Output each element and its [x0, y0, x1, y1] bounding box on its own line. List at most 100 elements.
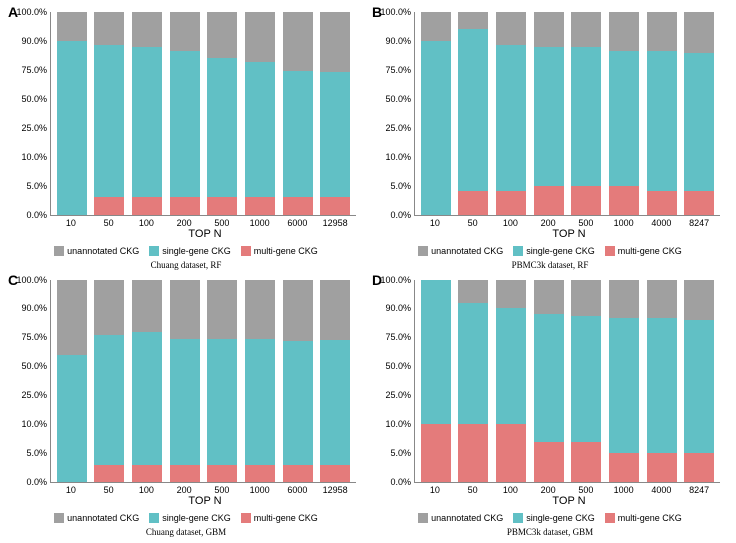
legend-item: unannotated CKG: [418, 513, 503, 523]
seg-single: [94, 335, 124, 464]
seg-unannotated: [647, 280, 677, 319]
seg-unannotated: [132, 280, 162, 332]
ytick-label: 90.0%: [21, 36, 47, 46]
legend-swatch: [241, 513, 251, 523]
bar: [496, 12, 526, 215]
bar: [132, 280, 162, 483]
legend-swatch: [241, 246, 251, 256]
seg-single: [609, 318, 639, 453]
legend-item: single-gene CKG: [513, 246, 595, 256]
seg-unannotated: [94, 12, 124, 45]
legend-swatch: [418, 246, 428, 256]
ytick-label: 90.0%: [385, 36, 411, 46]
seg-single: [571, 316, 601, 441]
seg-single: [207, 58, 237, 197]
xtick-label: 100: [128, 485, 164, 495]
xtick-label: 200: [530, 218, 566, 228]
seg-single: [496, 45, 526, 192]
legend-item: multi-gene CKG: [241, 513, 318, 523]
seg-single: [609, 51, 639, 186]
seg-single: [170, 339, 200, 465]
ytick-label: 100.0%: [380, 275, 411, 285]
seg-multi: [684, 453, 714, 482]
bar: [609, 280, 639, 483]
xtick-label: 4000: [643, 485, 679, 495]
legend-item: multi-gene CKG: [241, 246, 318, 256]
figure: A0.0%5.0%10.0%25.0%50.0%75.0%90.0%100.0%…: [0, 0, 736, 543]
seg-unannotated: [207, 12, 237, 58]
bar: [684, 12, 714, 215]
seg-unannotated: [320, 280, 350, 340]
legend-swatch: [54, 246, 64, 256]
ytick-label: 0.0%: [26, 210, 47, 220]
panel-caption: PBMC3k dataset, GBM: [376, 527, 724, 537]
bar: [245, 280, 275, 483]
xtick-label: 50: [91, 218, 127, 228]
ytick-label: 5.0%: [390, 181, 411, 191]
ytick-label: 75.0%: [21, 332, 47, 342]
bar: [534, 12, 564, 215]
y-axis: 0.0%5.0%10.0%25.0%50.0%75.0%90.0%100.0%: [13, 280, 49, 483]
seg-single: [245, 62, 275, 197]
x-tick-labels: 10501002005001000600012958: [50, 218, 356, 228]
bar: [496, 280, 526, 483]
seg-single: [534, 47, 564, 186]
xtick-label: 10: [417, 485, 453, 495]
panel-caption: Chuang dataset, GBM: [12, 527, 360, 537]
legend-item: single-gene CKG: [513, 513, 595, 523]
ytick-label: 10.0%: [21, 419, 47, 429]
panel-caption: Chuang dataset, RF: [12, 260, 360, 270]
bars-container: [51, 12, 356, 215]
legend-label: multi-gene CKG: [618, 513, 682, 523]
ytick-label: 75.0%: [385, 332, 411, 342]
x-tick-labels: 1050100200500100040008247: [414, 218, 720, 228]
bar: [245, 12, 275, 215]
seg-unannotated: [245, 280, 275, 339]
legend-label: unannotated CKG: [67, 513, 139, 523]
bar: [57, 12, 87, 215]
bars-container: [51, 280, 356, 483]
legend: unannotated CKGsingle-gene CKGmulti-gene…: [12, 246, 360, 256]
seg-single: [647, 51, 677, 192]
legend-swatch: [149, 513, 159, 523]
legend-swatch: [513, 513, 523, 523]
panel-A: A0.0%5.0%10.0%25.0%50.0%75.0%90.0%100.0%…: [4, 4, 368, 272]
legend-swatch: [513, 246, 523, 256]
ytick-label: 25.0%: [385, 390, 411, 400]
ytick-label: 25.0%: [21, 123, 47, 133]
ytick-label: 100.0%: [16, 7, 47, 17]
seg-single: [458, 29, 488, 191]
x-axis-title: TOP N: [50, 495, 360, 507]
seg-unannotated: [170, 280, 200, 339]
legend-label: unannotated CKG: [67, 246, 139, 256]
plot-area: 0.0%5.0%10.0%25.0%50.0%75.0%90.0%100.0%: [50, 280, 356, 484]
seg-unannotated: [283, 280, 313, 341]
seg-single: [458, 303, 488, 425]
xtick-label: 10: [53, 485, 89, 495]
seg-multi: [647, 453, 677, 482]
ytick-label: 0.0%: [26, 477, 47, 487]
seg-unannotated: [609, 12, 639, 51]
legend-item: multi-gene CKG: [605, 513, 682, 523]
seg-unannotated: [245, 12, 275, 62]
ytick-label: 90.0%: [21, 303, 47, 313]
bar: [57, 280, 87, 483]
seg-multi: [94, 197, 124, 214]
seg-multi: [170, 465, 200, 482]
ytick-label: 10.0%: [385, 152, 411, 162]
xtick-label: 1000: [242, 485, 278, 495]
seg-multi: [458, 424, 488, 482]
xtick-label: 8247: [681, 485, 717, 495]
seg-multi: [496, 424, 526, 482]
ytick-label: 0.0%: [390, 210, 411, 220]
seg-unannotated: [496, 280, 526, 309]
seg-unannotated: [57, 12, 87, 41]
seg-unannotated: [170, 12, 200, 51]
legend-label: single-gene CKG: [526, 246, 595, 256]
seg-single: [170, 51, 200, 198]
legend-label: multi-gene CKG: [254, 246, 318, 256]
seg-single: [496, 308, 526, 424]
bar: [94, 12, 124, 215]
plot-area: 0.0%5.0%10.0%25.0%50.0%75.0%90.0%100.0%: [414, 280, 720, 484]
bar: [170, 12, 200, 215]
